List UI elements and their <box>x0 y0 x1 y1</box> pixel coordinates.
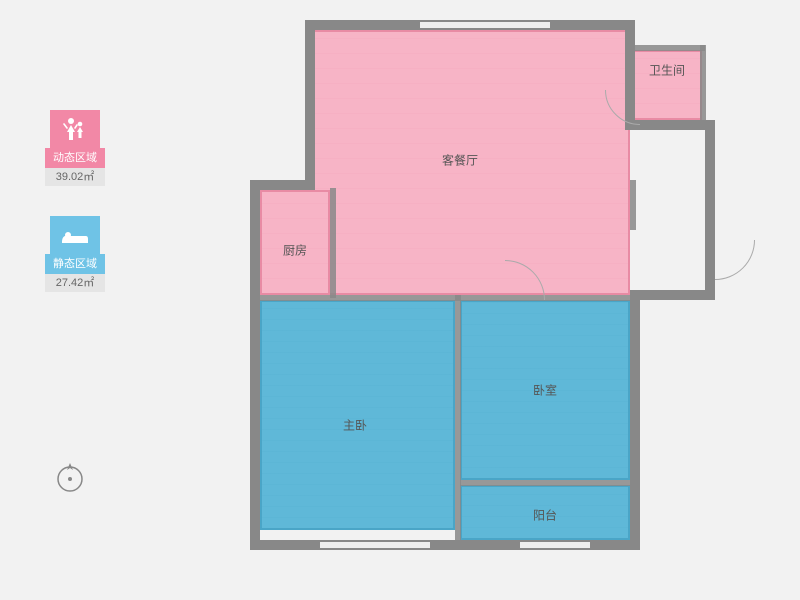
inner-wall-5 <box>460 295 635 301</box>
outer-wall-4 <box>630 290 715 300</box>
inner-wall-7 <box>630 180 636 230</box>
outer-wall-9 <box>305 20 315 190</box>
window-2 <box>520 540 590 550</box>
static-zone-icon <box>50 216 100 254</box>
sleep-icon <box>60 224 90 246</box>
room-kitchen <box>260 190 330 295</box>
dynamic-zone-icon <box>50 110 100 148</box>
door-arc-1 <box>675 200 755 280</box>
people-icon <box>61 116 89 142</box>
outer-wall-3 <box>705 120 715 300</box>
inner-wall-4 <box>455 295 461 545</box>
legend-dynamic: 动态区域 39.02㎡ <box>40 110 110 186</box>
room-bath <box>632 50 702 120</box>
inner-wall-1 <box>700 45 706 125</box>
room-bedroom <box>460 300 630 480</box>
inner-wall-3 <box>260 295 460 301</box>
legend-dynamic-value: 39.02㎡ <box>45 168 105 186</box>
window-0 <box>420 20 550 30</box>
floorplan: 客餐厅卫生间厨房主卧卧室阳台 <box>250 20 750 580</box>
window-1 <box>320 540 430 550</box>
outer-wall-7 <box>250 180 260 550</box>
legend-panel: 动态区域 39.02㎡ 静态区域 27.42㎡ <box>40 110 110 322</box>
inner-wall-6 <box>460 480 635 486</box>
inner-wall-2 <box>330 188 336 298</box>
compass-icon <box>55 460 85 499</box>
room-balcony <box>460 485 630 540</box>
outer-wall-5 <box>630 290 640 550</box>
room-master <box>260 300 455 530</box>
inner-wall-0 <box>630 45 705 51</box>
legend-static-value: 27.42㎡ <box>45 274 105 292</box>
room-living <box>310 30 630 295</box>
legend-static-label: 静态区域 <box>45 254 105 274</box>
legend-dynamic-label: 动态区域 <box>45 148 105 168</box>
legend-static: 静态区域 27.42㎡ <box>40 216 110 292</box>
